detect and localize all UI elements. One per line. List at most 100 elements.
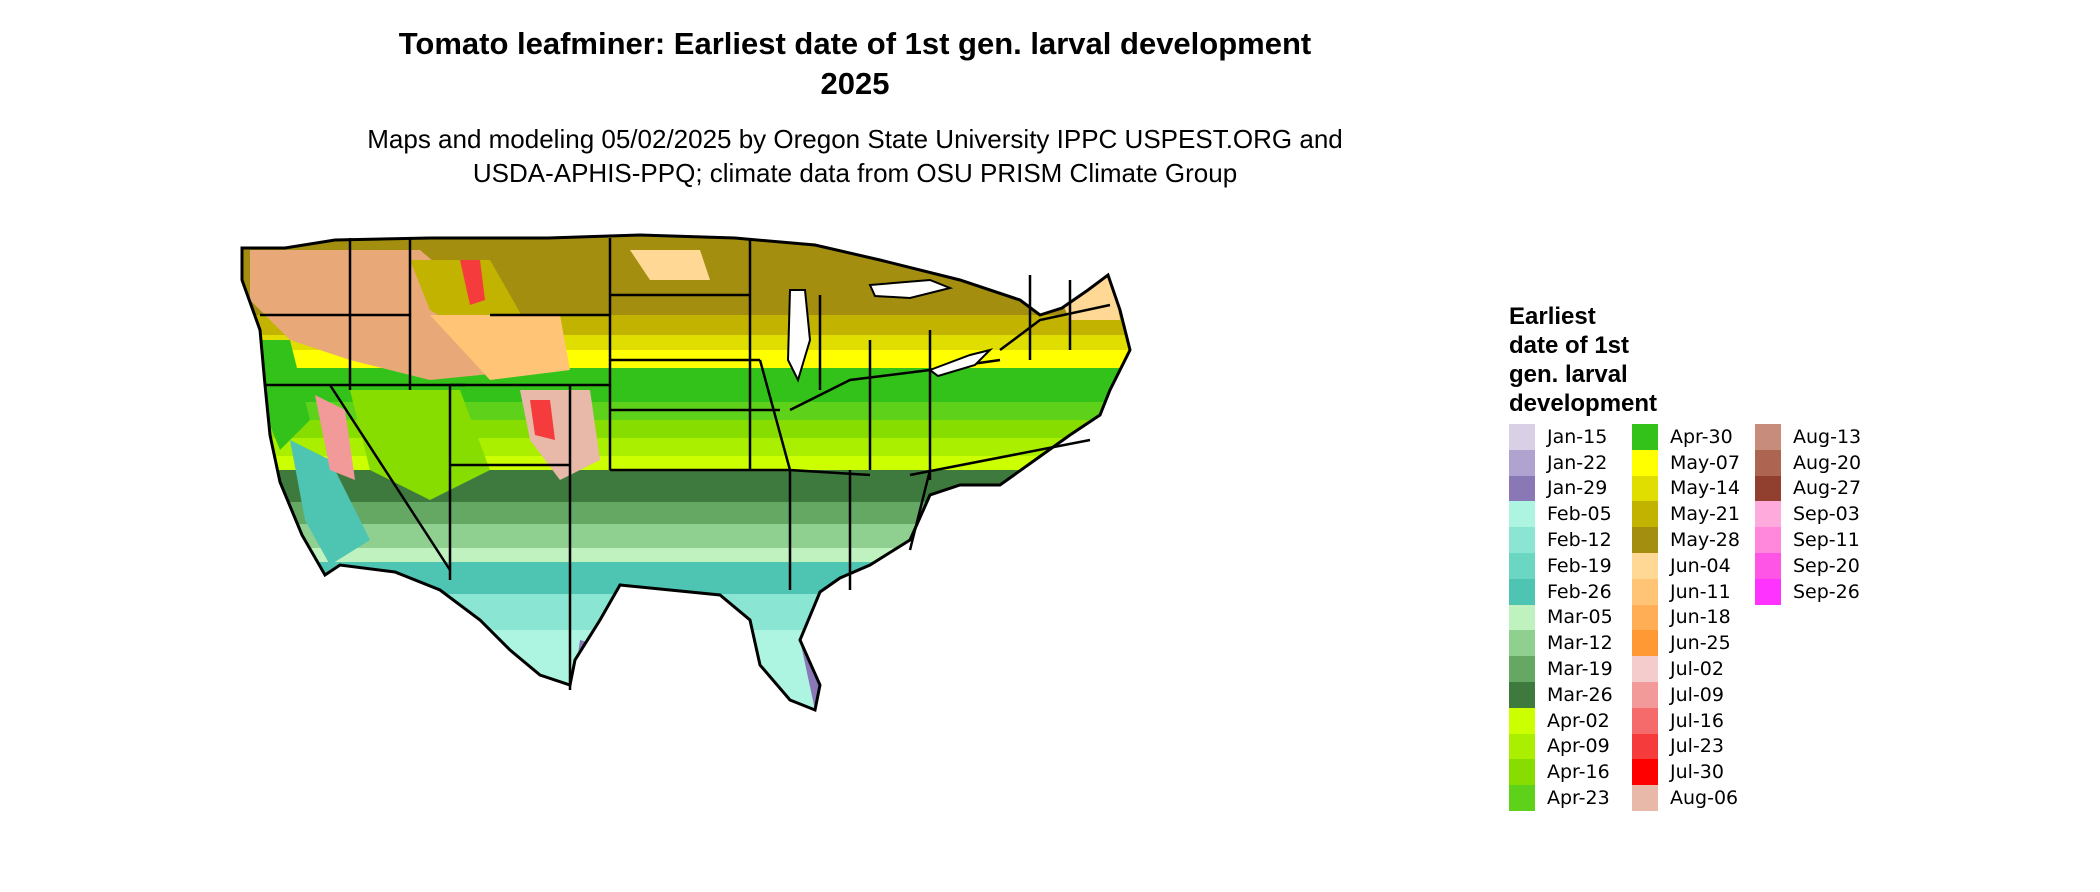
- legend-label: Apr-09: [1547, 735, 1610, 758]
- legend-item: Mar-12: [1509, 630, 1649, 657]
- legend-item: Jan-22: [1509, 449, 1649, 476]
- legend-label: Feb-19: [1547, 554, 1612, 577]
- legend-swatch: [1509, 501, 1535, 528]
- legend-swatch: [1755, 527, 1781, 553]
- legend-swatch: [1632, 707, 1658, 734]
- legend-label: Apr-30: [1670, 425, 1733, 448]
- legend-column-3: Aug-13 Aug-20 Aug-27 Sep-03 Sep-11 Sep-20 Sep-…: [1755, 424, 1895, 605]
- legend-title: Earliest date of 1st gen. larval develop…: [1509, 302, 1709, 418]
- legend-item: Jul-09: [1632, 681, 1772, 708]
- legend-item: Feb-05: [1509, 501, 1649, 528]
- legend-label: Apr-02: [1547, 709, 1610, 732]
- us-map: [240, 233, 1132, 713]
- legend-item: Jun-04: [1632, 552, 1772, 579]
- legend-item: May-07: [1632, 449, 1772, 476]
- legend-swatch: [1509, 681, 1535, 708]
- legend-swatch: [1632, 501, 1658, 528]
- legend-label: Sep-11: [1793, 529, 1860, 552]
- legend-swatch: [1755, 501, 1781, 528]
- legend-label: Aug-20: [1793, 451, 1862, 474]
- great-lakes: [786, 278, 994, 383]
- legend-item: Apr-30: [1632, 424, 1772, 450]
- legend-swatch: [1509, 707, 1535, 734]
- legend-label: Sep-26: [1793, 580, 1860, 603]
- legend-item: May-28: [1632, 527, 1772, 553]
- legend-swatch: [1509, 733, 1535, 760]
- legend-item: Feb-19: [1509, 552, 1649, 579]
- temperature-date-raster: [242, 235, 1130, 710]
- legend-label: Aug-06: [1670, 787, 1739, 810]
- legend-swatch: [1755, 424, 1781, 450]
- legend-item: Apr-02: [1509, 707, 1649, 734]
- legend-label: May-28: [1670, 529, 1740, 552]
- legend-swatch: [1632, 578, 1658, 605]
- legend-swatch: [1632, 785, 1658, 811]
- legend-label: Jun-11: [1670, 580, 1731, 603]
- legend-swatch: [1632, 681, 1658, 708]
- legend-item: Jul-23: [1632, 733, 1772, 760]
- legend-item: Mar-05: [1509, 604, 1649, 631]
- legend-label: Jan-22: [1547, 451, 1608, 474]
- legend-item: Sep-11: [1755, 527, 1895, 553]
- map-subtitle: Maps and modeling 05/02/2025 by Oregon S…: [367, 124, 1343, 154]
- legend-swatch: [1509, 630, 1535, 657]
- legend-label: Aug-13: [1793, 425, 1862, 448]
- legend-label: May-14: [1670, 477, 1740, 500]
- legend-item: Jul-02: [1632, 656, 1772, 682]
- legend-swatch: [1632, 449, 1658, 476]
- legend-swatch: [1509, 527, 1535, 553]
- legend-item: Jun-11: [1632, 578, 1772, 605]
- legend-label: May-21: [1670, 503, 1740, 526]
- legend-item: Sep-20: [1755, 552, 1895, 579]
- legend-item: Jul-30: [1632, 759, 1772, 786]
- legend-item: Aug-20: [1755, 449, 1895, 476]
- legend-label: Jul-09: [1670, 683, 1724, 706]
- legend-column-2: Apr-30 May-07 May-14 May-21 May-28 Jun-04 Jun-…: [1632, 424, 1772, 811]
- legend-label: Jul-30: [1670, 761, 1724, 784]
- legend-swatch: [1509, 759, 1535, 786]
- legend-label: Mar-19: [1547, 658, 1613, 681]
- legend-item: Jan-15: [1509, 424, 1649, 450]
- map-title: Tomato leafminer: Earliest date of 1st g…: [398, 26, 1312, 61]
- legend-label: Apr-16: [1547, 761, 1610, 784]
- legend-swatch: [1632, 630, 1658, 657]
- legend-item: Apr-16: [1509, 759, 1649, 786]
- legend-label: May-07: [1670, 451, 1740, 474]
- legend-item: Apr-09: [1509, 733, 1649, 760]
- legend-swatch: [1755, 578, 1781, 605]
- legend-label: Mar-05: [1547, 606, 1613, 629]
- legend-item: Feb-12: [1509, 527, 1649, 553]
- legend-item: Apr-23: [1509, 785, 1649, 811]
- legend-label: Jul-16: [1670, 709, 1724, 732]
- legend-swatch: [1632, 656, 1658, 682]
- legend-swatch: [1632, 527, 1658, 553]
- legend-item: Mar-26: [1509, 681, 1649, 708]
- legend-label: Sep-20: [1793, 554, 1860, 577]
- legend-item: Aug-06: [1632, 785, 1772, 811]
- legend-label: Jun-04: [1670, 554, 1731, 577]
- us-outline: [240, 233, 1132, 713]
- legend-item: Aug-13: [1755, 424, 1895, 450]
- legend-swatch: [1509, 552, 1535, 579]
- legend-swatch: [1509, 449, 1535, 476]
- legend-item: Sep-26: [1755, 578, 1895, 605]
- legend-label: Feb-05: [1547, 503, 1612, 526]
- legend-label: Jul-02: [1670, 658, 1724, 681]
- legend-title-line: date of 1st: [1509, 332, 1630, 359]
- legend-swatch: [1632, 733, 1658, 760]
- legend-label: Apr-23: [1547, 787, 1610, 810]
- legend-swatch: [1509, 785, 1535, 811]
- legend-item: Jun-25: [1632, 630, 1772, 657]
- legend-label: Sep-03: [1793, 503, 1860, 526]
- legend-swatch: [1632, 604, 1658, 631]
- legend-item: Sep-03: [1755, 501, 1895, 528]
- legend-swatch: [1632, 424, 1658, 450]
- legend-label: Jul-23: [1670, 735, 1724, 758]
- legend-label: Jan-15: [1547, 425, 1608, 448]
- legend-title-line: gen. larval: [1509, 361, 1628, 388]
- legend-swatch: [1509, 656, 1535, 682]
- legend-item: May-14: [1632, 475, 1772, 502]
- legend-label: Jun-18: [1670, 606, 1731, 629]
- legend-swatch: [1632, 475, 1658, 502]
- legend-item: Jun-18: [1632, 604, 1772, 631]
